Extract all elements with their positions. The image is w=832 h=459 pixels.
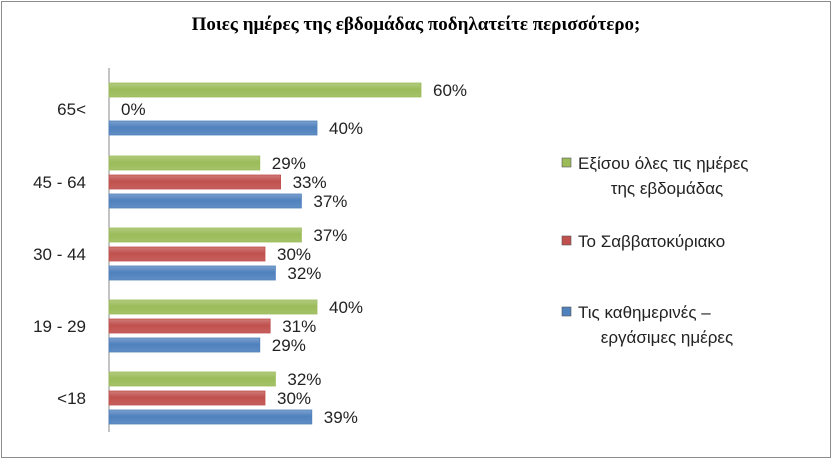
bar [108,246,266,262]
bar [108,371,276,387]
data-label: 60% [433,81,467,100]
legend-entry: Το Σαββατοκύριακο [578,232,725,251]
category-label: 65< [57,100,86,119]
bar [108,82,422,98]
legend-entry: Τις καθημερινές – [578,303,711,322]
data-label: 37% [313,192,347,211]
bar [108,155,261,171]
legend-entry: εργάσιμες ημέρες [601,328,733,347]
chart-title: Ποιες ημέρες της εβδομάδας ποδηλατείτε π… [191,14,641,35]
data-label: 40% [329,119,363,138]
data-label: 29% [272,154,306,173]
legend-entry: της εβδομάδας [611,179,723,198]
data-label: 30% [277,389,311,408]
data-label: 30% [277,245,311,264]
data-label: 29% [272,336,306,355]
bar [108,390,266,406]
bar [108,120,318,136]
category-label: 19 - 29 [33,317,86,336]
data-label: 32% [287,264,321,283]
bar [108,299,318,315]
bar [108,174,282,190]
legend-swatch [561,157,572,168]
bar [108,265,276,281]
category-label: 45 - 64 [33,173,86,192]
data-label: 31% [282,317,316,336]
data-label: 32% [287,370,321,389]
bar [108,227,302,243]
bar [108,409,313,425]
legend-entry: Εξίσου όλες τις ημέρες [578,154,749,173]
category-label: 30 - 44 [33,245,86,264]
bar [108,337,261,353]
data-label: 39% [324,408,358,427]
data-label: 40% [329,298,363,317]
bar [108,318,271,334]
category-label: <18 [57,389,86,408]
legend-swatch [561,235,572,246]
legend-swatch [561,306,572,317]
data-label: 37% [313,226,347,245]
data-label: 0% [121,100,146,119]
data-label: 33% [293,173,327,192]
bar [108,193,302,209]
